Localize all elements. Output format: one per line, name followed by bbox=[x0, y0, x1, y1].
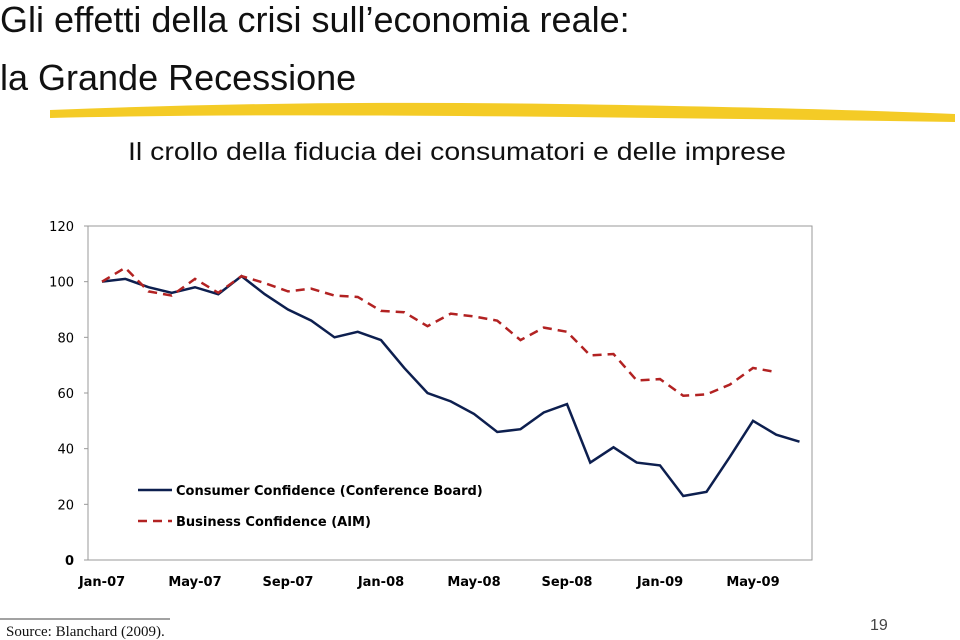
y-tick-label: 40 bbox=[57, 443, 74, 458]
x-tick-label: May-09 bbox=[726, 575, 779, 590]
highlight-stroke bbox=[50, 102, 955, 122]
y-tick-label: 0 bbox=[65, 554, 74, 569]
y-tick-label: 60 bbox=[57, 387, 74, 402]
y-tick-label: 120 bbox=[49, 220, 74, 235]
slide-title: Gli effetti della crisi sull’economia re… bbox=[0, 0, 630, 40]
y-tick-label: 20 bbox=[57, 498, 74, 513]
slide-title: la Grande Recessione bbox=[0, 57, 356, 98]
x-tick-label: Jan-08 bbox=[357, 575, 404, 590]
page-number: 19 bbox=[870, 617, 888, 634]
x-tick-label: Jan-09 bbox=[636, 575, 683, 590]
x-tick-label: Jan-07 bbox=[78, 575, 125, 590]
y-tick-label: 80 bbox=[57, 331, 74, 346]
series-line bbox=[101, 274, 800, 498]
x-tick-label: May-08 bbox=[447, 575, 500, 590]
plot-frame bbox=[87, 225, 813, 561]
source: Source: Blanchard (2009). bbox=[6, 624, 165, 640]
legend-label: Business Confidence (AIM) bbox=[176, 515, 371, 530]
series-line bbox=[101, 266, 777, 398]
x-tick-label: May-07 bbox=[168, 575, 221, 590]
y-tick-label: 100 bbox=[49, 276, 74, 291]
chart-title: Il crollo della fiducia dei consumatori … bbox=[128, 138, 786, 166]
x-tick-label: Sep-07 bbox=[263, 575, 314, 590]
legend-label: Consumer Confidence (Conference Board) bbox=[176, 484, 483, 499]
x-tick-label: Sep-08 bbox=[542, 575, 593, 590]
